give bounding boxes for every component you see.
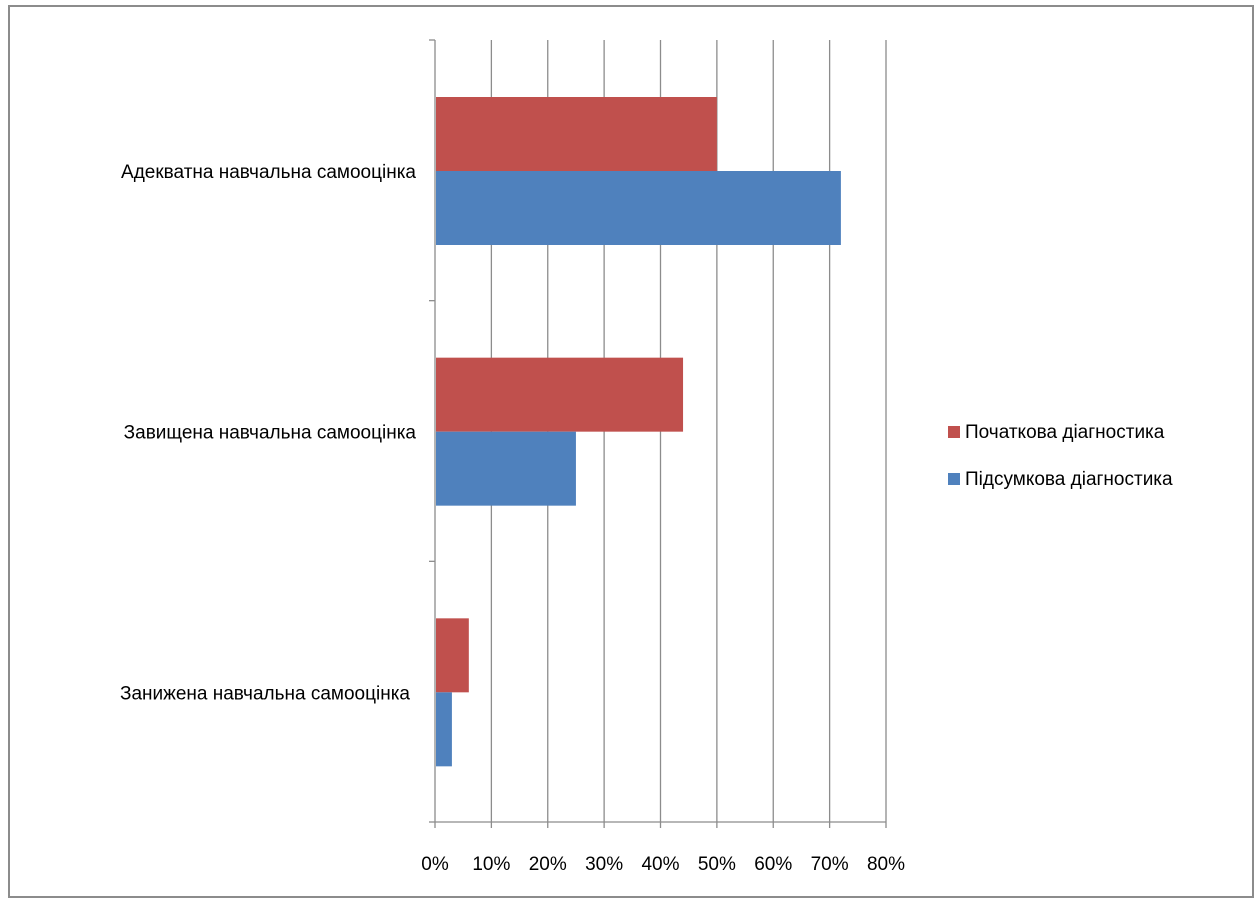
legend-label: Початкова діагностика — [965, 422, 1165, 443]
bar-final-1 — [436, 431, 576, 506]
x-tick-label: 50% — [698, 854, 736, 875]
legend-label: Підсумкова діагностика — [965, 469, 1173, 490]
x-tick-label: 40% — [641, 854, 679, 875]
chart-area: 0% 10% 20% 30% 40% 50% 60% 70% 80% Адекватна нав… — [8, 5, 1254, 898]
x-tick-label: 0% — [421, 854, 449, 875]
x-tick-label: 60% — [754, 854, 792, 875]
x-tick-label: 70% — [811, 854, 849, 875]
bar-final-0 — [436, 171, 841, 245]
category-label: Занижена навчальна самооцінка — [120, 683, 410, 704]
bar-final-2 — [436, 692, 452, 767]
x-tick-label: 30% — [585, 854, 623, 875]
bars — [436, 97, 841, 767]
x-tick-label: 10% — [472, 854, 510, 875]
bar-chart: 0% 10% 20% 30% 40% 50% 60% 70% 80% Адекватна нав… — [120, 39, 1173, 875]
bar-initial-1 — [436, 357, 684, 432]
legend: Початкова діагностика Підсумкова діагност… — [948, 422, 1173, 490]
x-tick-labels: 0% 10% 20% 30% 40% 50% 60% 70% 80% — [421, 854, 905, 875]
category-label: Адекватна навчальна самооцінка — [121, 162, 416, 183]
x-tick-label: 20% — [529, 854, 567, 875]
category-labels: Адекватна навчальна самооцінка Завищена н… — [120, 162, 416, 704]
category-label: Завищена навчальна самооцінка — [124, 423, 417, 444]
axes — [429, 39, 887, 828]
x-tick-label: 80% — [867, 854, 905, 875]
bar-initial-2 — [436, 618, 469, 693]
bar-initial-0 — [436, 97, 717, 171]
legend-swatch — [948, 426, 960, 438]
legend-swatch — [948, 473, 960, 485]
